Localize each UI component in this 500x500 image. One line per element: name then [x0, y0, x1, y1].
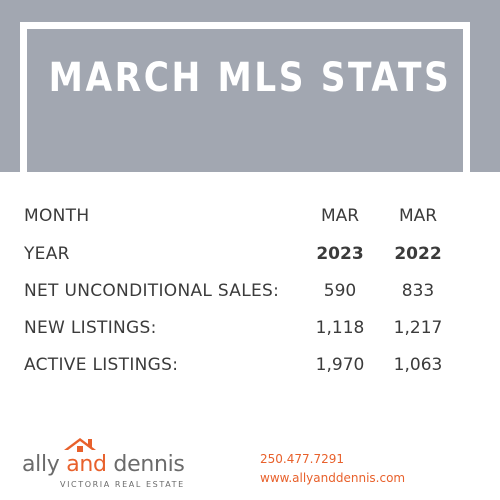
logo-word-and: and	[66, 452, 107, 477]
logo-word-ally: ally	[22, 452, 67, 477]
value-2022: 1,217	[393, 318, 443, 338]
value-2022: 833	[401, 281, 435, 301]
value-2023: 1,118	[315, 318, 365, 338]
stats-row-new-listings: NEW LISTINGS: 1,118 1,217	[24, 318, 464, 346]
logo-wordmark: ally and dennis	[22, 452, 185, 477]
row-label: YEAR	[24, 244, 70, 264]
stats-row-net-unconditional-sales: NET UNCONDITIONAL SALES: 590 833	[24, 281, 464, 309]
logo-word-dennis: dennis	[106, 452, 185, 477]
row-label: MONTH	[24, 206, 90, 226]
value-2023: 1,970	[315, 355, 365, 375]
row-label: NET UNCONDITIONAL SALES:	[24, 281, 280, 301]
value-2023: 590	[323, 281, 357, 301]
page-title: MARCH MLS STATS	[48, 55, 452, 101]
value-2022: 2022	[394, 244, 442, 264]
logo-tagline: VICTORIA REAL ESTATE	[60, 480, 185, 489]
brand-logo[interactable]: ally and dennis VICTORIA REAL ESTATE	[22, 436, 202, 496]
stats-row-active-listings: ACTIVE LISTINGS: 1,970 1,063	[24, 355, 464, 383]
phone-number[interactable]: 250.477.7291	[260, 452, 344, 466]
value-2022: 1,063	[393, 355, 443, 375]
banner-frame	[20, 22, 470, 172]
house-roof-icon	[64, 438, 96, 452]
value-2023: 2023	[316, 244, 364, 264]
stats-row-month: MONTH MAR MAR	[24, 206, 464, 234]
value-2023: MAR	[320, 206, 360, 226]
stats-row-year: YEAR 2023 2022	[24, 244, 464, 272]
website-link[interactable]: www.allyanddennis.com	[260, 471, 406, 485]
row-label: ACTIVE LISTINGS:	[24, 355, 179, 375]
row-label: NEW LISTINGS:	[24, 318, 157, 338]
value-2022: MAR	[398, 206, 438, 226]
